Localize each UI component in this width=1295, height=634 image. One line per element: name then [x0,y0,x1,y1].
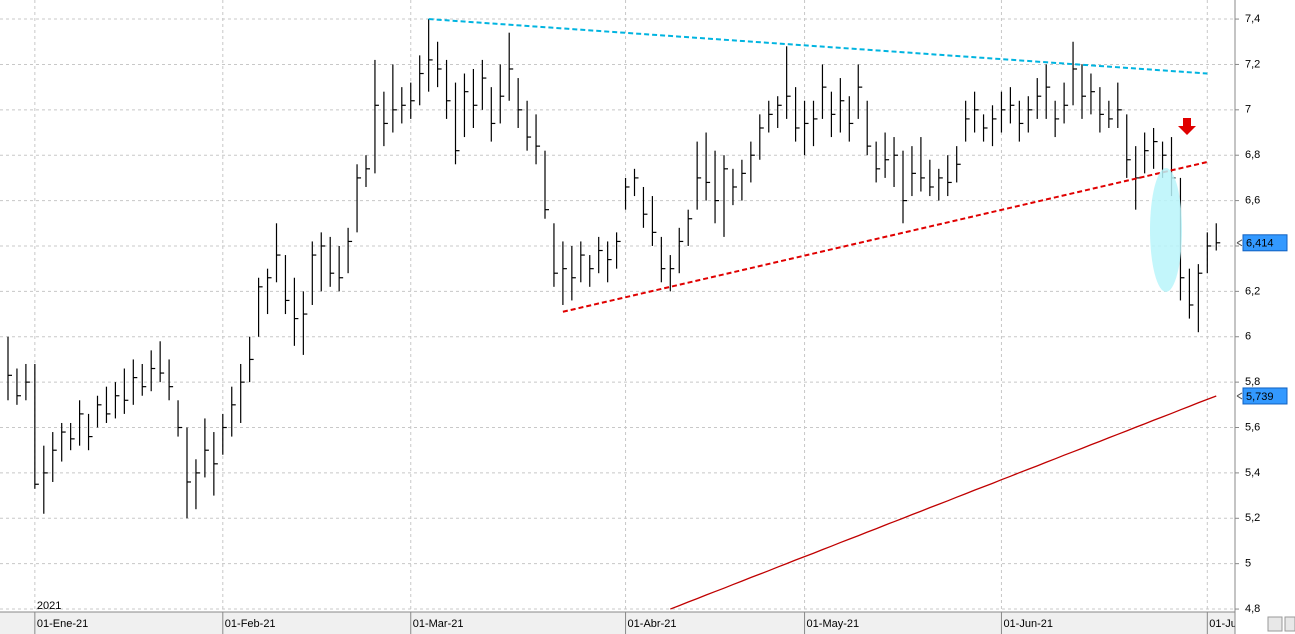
x-tick-label: 01-May-21 [807,618,860,630]
toolbar-icon[interactable] [1267,616,1283,632]
trendline [562,161,1208,313]
x-tick-label: 01-Abr-21 [628,618,677,630]
price-pointer [1236,392,1243,400]
y-tick-label: 4,8 [1245,603,1260,615]
price-label: 6,414 [1246,238,1274,250]
y-tick-label: 5 [1245,558,1251,570]
y-tick-label: 5,2 [1245,512,1260,524]
x-tick-label: 01-Jun-21 [1003,618,1053,630]
year-label: 2021 [37,600,61,612]
y-tick-label: 6,8 [1245,149,1260,161]
price-label-box [1242,387,1288,405]
highlight-ellipse [1150,168,1182,292]
x-axis-band [0,612,1235,634]
y-tick-label: 5,4 [1245,467,1260,479]
price-label: 5,739 [1246,391,1274,403]
trendline [428,18,1208,75]
y-tick-label: 5,6 [1245,421,1260,433]
moving-average [670,395,1217,610]
y-tick-label: 6 [1245,331,1251,343]
x-tick-label: 01-Jul-21 [1209,618,1255,630]
x-tick-label: 01-Mar-21 [413,618,464,630]
axes: 7,47,276,86,66,46,265,85,65,45,254,801-E… [34,13,1288,634]
x-tick-label: 01-Ene-21 [37,618,88,630]
y-tick-label: 7 [1245,104,1251,116]
y-tick-label: 7,4 [1245,13,1260,25]
y-tick-label: 6,6 [1245,195,1260,207]
price-pointer [1236,239,1243,247]
down-arrow [1178,118,1196,135]
y-tick-label: 7,2 [1245,58,1260,70]
x-tick-label: 01-Feb-21 [225,618,276,630]
marks [7,18,1221,610]
price-label-box [1242,234,1288,252]
y-tick-label: 6,2 [1245,285,1260,297]
y-tick-label: 5,8 [1245,376,1260,388]
toolbar-icon[interactable] [1284,616,1295,632]
